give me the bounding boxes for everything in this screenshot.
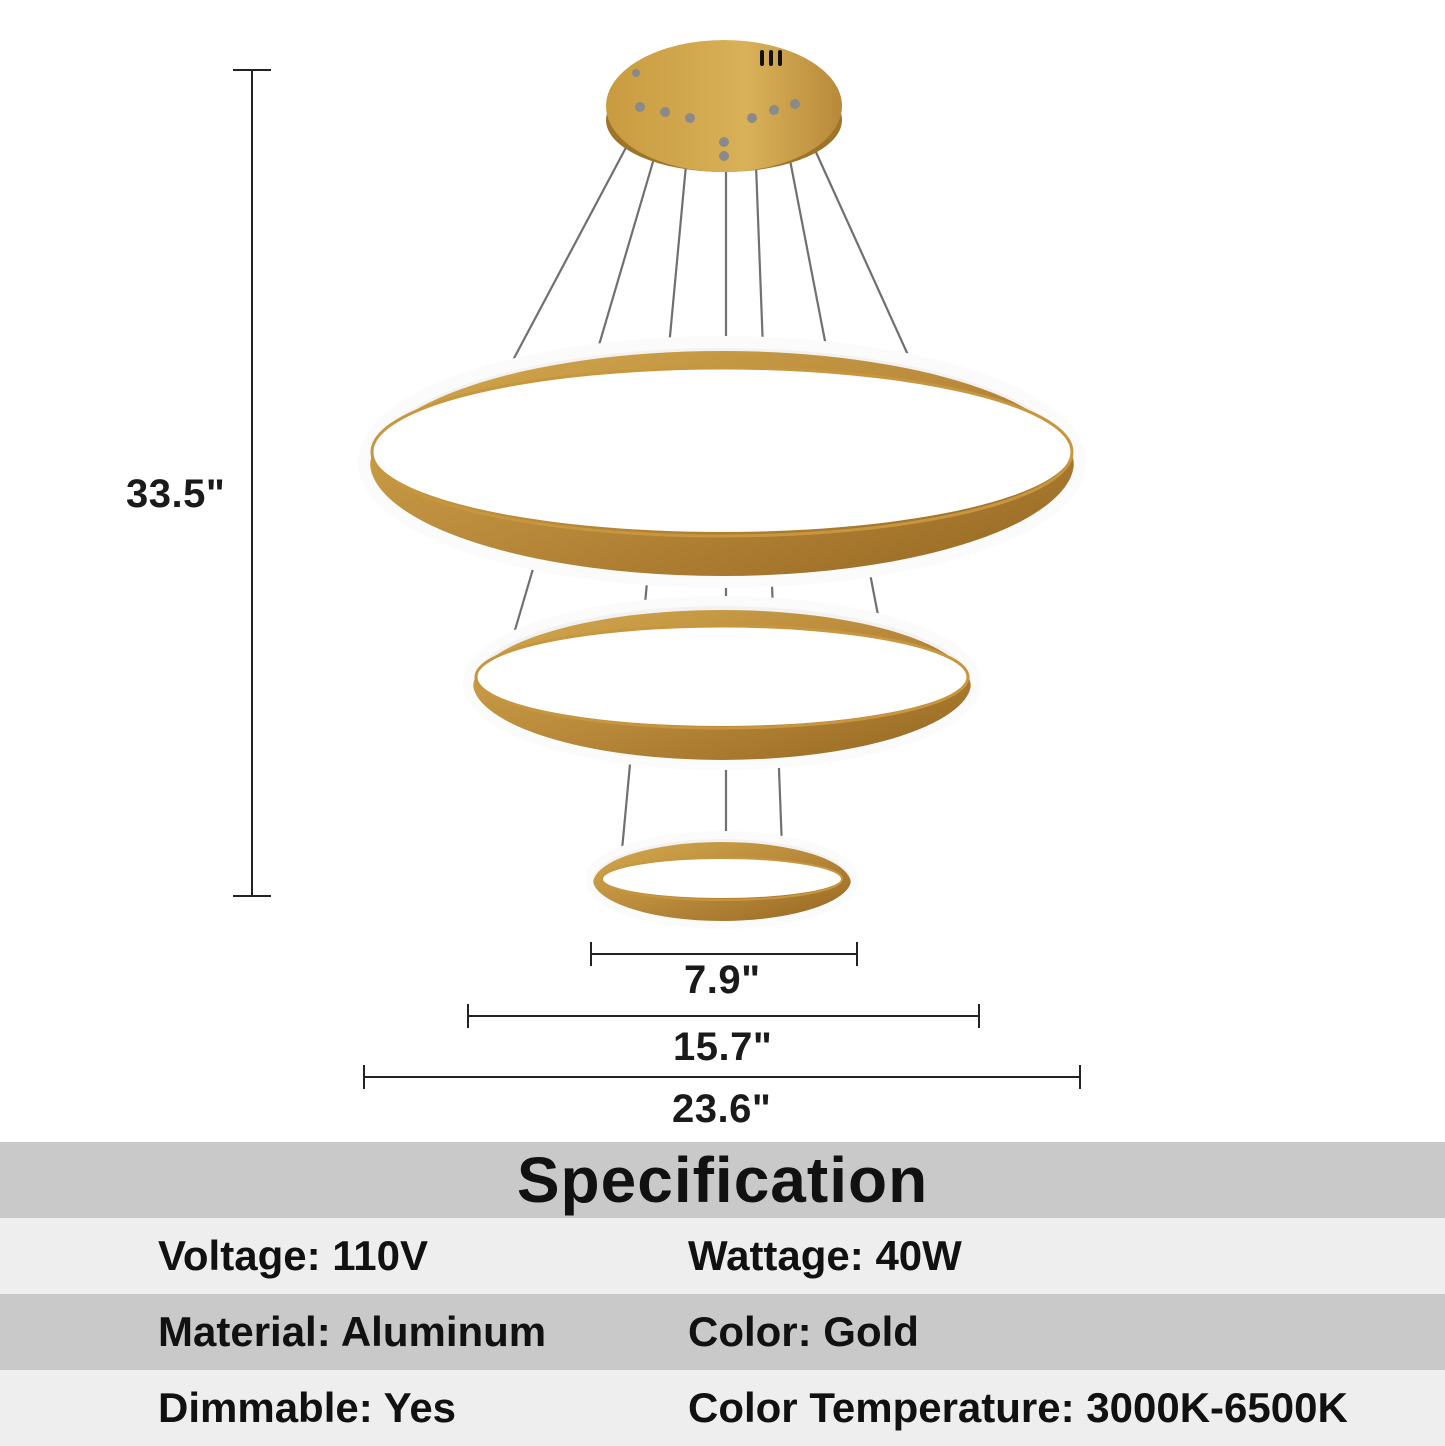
height-label: 33.5" xyxy=(126,472,226,516)
specification-table: Specification Voltage: 110V Wattage: 40W… xyxy=(0,1142,1445,1446)
large-ring xyxy=(358,336,1086,588)
color-spec: Color: Gold xyxy=(688,1308,919,1355)
spec-row: Material: Aluminum Color: Gold xyxy=(0,1294,1445,1370)
medium-ring xyxy=(463,596,981,770)
voltage-spec: Voltage: 110V xyxy=(158,1232,429,1279)
specification-header: Specification xyxy=(0,1142,1445,1218)
dimmable-spec: Dimmable: Yes xyxy=(158,1384,457,1431)
small-ring xyxy=(585,831,859,929)
spec-row: Voltage: 110V Wattage: 40W xyxy=(0,1218,1445,1294)
medium-ring-diameter-label: 15.7" xyxy=(673,1025,773,1069)
ceiling-canopy xyxy=(606,40,842,172)
color-temperature-spec: Color Temperature: 3000K-6500K xyxy=(688,1384,1348,1431)
material-spec: Material: Aluminum xyxy=(158,1308,547,1355)
spec-row: Dimmable: Yes Color Temperature: 3000K-6… xyxy=(0,1370,1445,1446)
small-ring-dimension-line xyxy=(590,942,858,966)
small-ring-diameter-label: 7.9" xyxy=(684,958,761,1002)
wattage-spec: Wattage: 40W xyxy=(688,1232,962,1279)
large-ring-diameter-label: 23.6" xyxy=(672,1087,772,1131)
specification-title: Specification xyxy=(516,1144,929,1216)
chandelier-illustration xyxy=(233,40,1086,1089)
height-dimension-line xyxy=(233,69,271,897)
medium-ring-dimension-line xyxy=(467,1004,980,1028)
large-ring-dimension-line xyxy=(363,1065,1081,1089)
